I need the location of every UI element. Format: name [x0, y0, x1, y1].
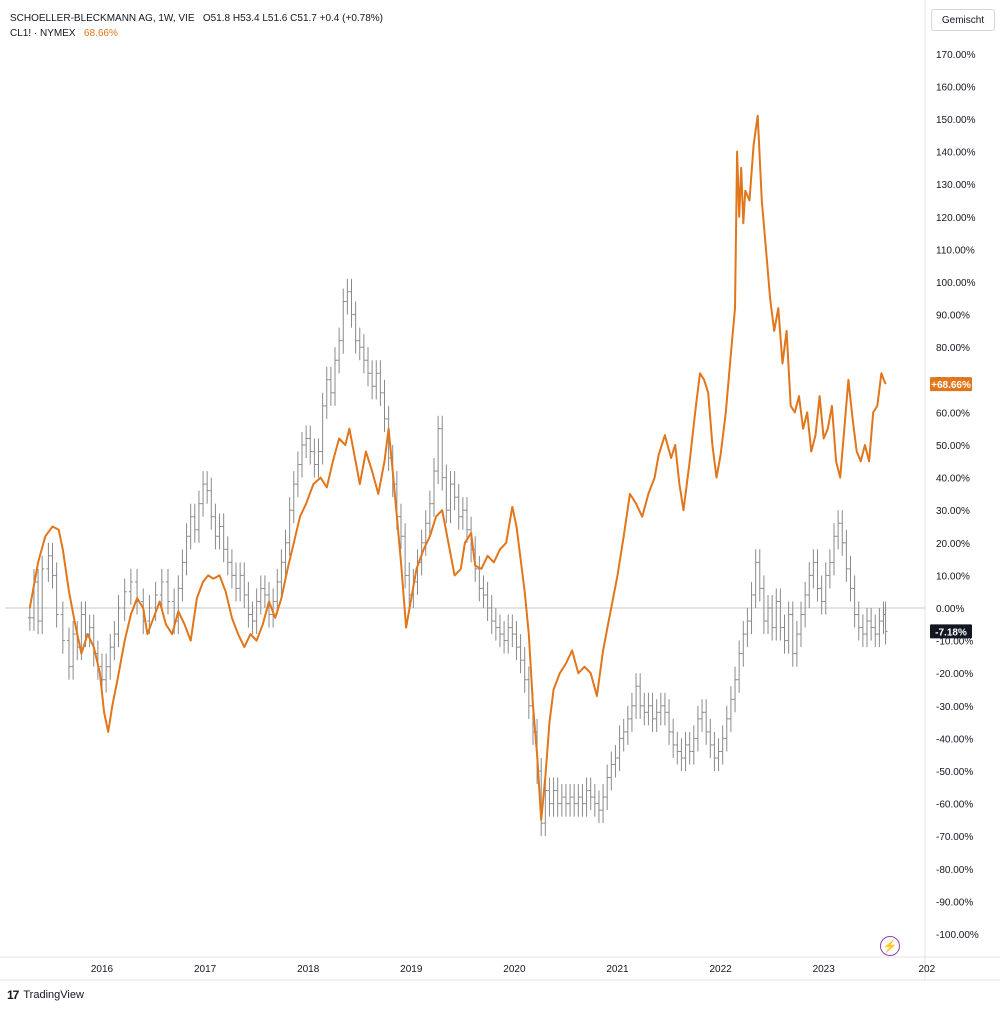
y-tick-label: 150.00%	[936, 115, 976, 126]
y-tick-label: 80.00%	[936, 343, 970, 354]
price-tags: +68.66% -7.18%	[930, 377, 972, 639]
y-tick-label: 60.00%	[936, 408, 970, 419]
y-tick-label: 100.00%	[936, 278, 976, 289]
stock-series	[27, 278, 888, 837]
y-tick-label: 40.00%	[936, 474, 970, 485]
legend-compare: CL1! · NYMEX 68.66%	[10, 28, 118, 39]
oil-line	[28, 114, 887, 821]
y-tick-label: 50.00%	[936, 441, 970, 452]
y-tick-label: 140.00%	[936, 148, 976, 159]
y-tick-label: 170.00%	[936, 50, 976, 61]
flash-icon[interactable]: ⚡	[880, 936, 900, 956]
legend-close: C51.7	[290, 13, 317, 24]
y-tick-label: 130.00%	[936, 180, 976, 191]
x-tick-label: 2023	[813, 964, 836, 975]
price-tag-label: +68.66%	[931, 380, 971, 391]
x-tick-label: 2016	[91, 964, 114, 975]
x-tick-label: 2018	[297, 964, 320, 975]
tradingview-logo-icon: 17	[7, 988, 19, 1002]
price-tag-label: -7.18%	[935, 627, 967, 638]
oil-series	[28, 114, 887, 821]
x-tick-label: 202	[918, 964, 935, 975]
y-tick-label: -80.00%	[936, 865, 973, 876]
y-tick-label: 160.00%	[936, 82, 976, 93]
legend-compare-symbol: CL1! · NYMEX	[10, 28, 76, 39]
price-tag-box	[930, 377, 972, 392]
y-tick-label: 120.00%	[936, 213, 976, 224]
x-tick-label: 2021	[606, 964, 629, 975]
y-tick-label: -60.00%	[936, 800, 973, 811]
axes: 170.00% 160.00% 150.00% 140.00% 130.00% 120.0…	[0, 0, 1000, 981]
y-tick-label: -10.00%	[936, 637, 973, 648]
legend-high: H53.4	[232, 13, 260, 24]
y-tick-label: -100.00%	[936, 930, 979, 941]
y-tick-label: -90.00%	[936, 897, 973, 908]
tradingview-brand: TradingView	[23, 989, 84, 1001]
y-tick-label: 110.00%	[936, 245, 975, 256]
x-tick-label: 2020	[503, 964, 526, 975]
y-tick-label: 0.00%	[936, 604, 964, 615]
x-tick-label: 2017	[194, 964, 217, 975]
y-tick-label: -30.00%	[936, 702, 973, 713]
tradingview-footer[interactable]: 17 TradingView	[7, 988, 84, 1002]
y-tick-label: -20.00%	[936, 669, 973, 680]
scale-mode-button[interactable]: Gemischt	[931, 9, 995, 31]
legend-low: L51.6	[262, 13, 288, 24]
legend-compare-value: 68.66%	[83, 28, 118, 39]
y-tick-label: -50.00%	[936, 767, 973, 778]
y-tick-label: 10.00%	[936, 571, 970, 582]
legend-symbol: SCHOELLER-BLECKMANN AG, 1W, VIE	[10, 13, 195, 24]
x-tick-label: 2022	[709, 964, 732, 975]
y-tick-label: 20.00%	[936, 539, 970, 550]
price-tag-box	[930, 624, 972, 639]
legend-main: SCHOELLER-BLECKMANN AG, 1W, VIE O51.8 H5…	[10, 13, 383, 24]
legend-open: O51.8	[202, 13, 231, 24]
y-tick-label: 90.00%	[936, 311, 970, 322]
y-tick-label: 30.00%	[936, 506, 970, 517]
x-tick-label: 2019	[400, 964, 423, 975]
y-tick-label: -40.00%	[936, 734, 973, 745]
y-tick-label: -70.00%	[936, 832, 973, 843]
legend-change: +0.4 (+0.78%)	[319, 13, 383, 24]
